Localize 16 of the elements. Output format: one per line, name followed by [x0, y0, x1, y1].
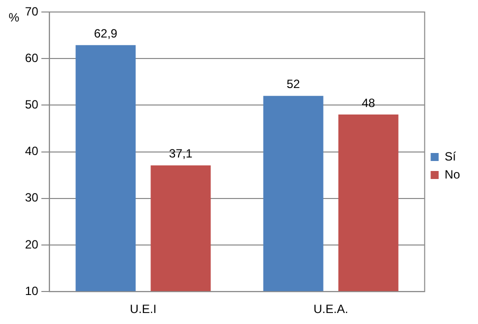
y-tick-label: 70: [24, 4, 39, 18]
y-tick-label: 60: [24, 50, 39, 65]
y-tick-label: 10: [24, 284, 39, 298]
data-label: 62,9: [94, 26, 118, 40]
y-tick-label: 40: [24, 144, 39, 158]
x-tick-label: U.E.A.: [313, 302, 348, 316]
x-tick-label: U.E.I: [130, 302, 157, 316]
y-tick-label: 20: [24, 237, 39, 252]
data-label: 52: [286, 77, 300, 92]
legend-label: Sí: [444, 149, 457, 164]
y-axis-title: %: [8, 10, 20, 24]
legend-label: No: [444, 167, 460, 182]
data-label: 48: [362, 96, 376, 110]
y-tick-label: 30: [24, 190, 39, 205]
y-tick-label: 50: [24, 98, 39, 112]
data-label: 37,1: [169, 146, 193, 161]
